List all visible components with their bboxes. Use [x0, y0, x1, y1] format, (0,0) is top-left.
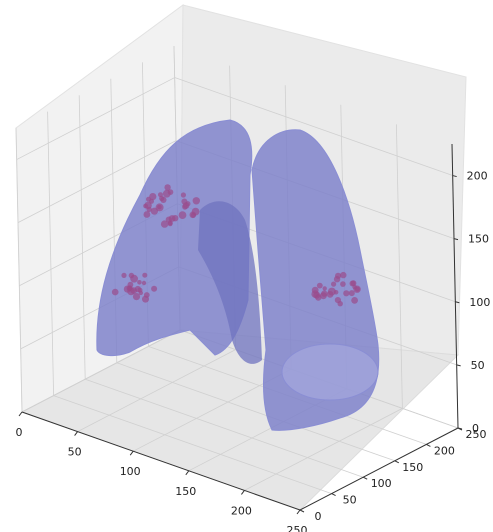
nodule-point: [340, 281, 346, 287]
z-tick-label: 150: [468, 233, 489, 246]
grid-floor-y: [116, 362, 395, 462]
nodule-point: [343, 290, 350, 297]
y-tick-mark: [394, 460, 400, 464]
z-tick-label: 100: [469, 296, 490, 309]
nodule-point: [182, 202, 190, 209]
nodule-point: [319, 292, 327, 300]
nodule-point: [316, 282, 323, 289]
y-tick-mark: [331, 493, 336, 497]
nodule-point: [167, 221, 173, 227]
nodule-point: [137, 287, 143, 293]
nodule-point: [334, 297, 341, 304]
y-tick-label: 100: [371, 477, 392, 490]
diaphragm-surface: [281, 343, 379, 401]
y-tick-label: 200: [434, 444, 455, 457]
nodule-point: [350, 280, 357, 287]
nodule-point: [159, 195, 165, 201]
nodule-point: [143, 292, 150, 298]
x-tick-label: 0: [16, 426, 23, 439]
grid-left-horizontal: [17, 140, 177, 224]
nodule-point: [180, 192, 186, 198]
axes: [21, 143, 459, 511]
nodule-point: [333, 290, 339, 295]
nodule-point: [137, 280, 142, 285]
grid-right-horizontal: [174, 77, 453, 176]
nodule-point: [142, 272, 148, 278]
z-axis-line: [451, 143, 459, 429]
nodule-point: [143, 211, 151, 218]
nodule-point: [162, 189, 171, 198]
nodule-points: [111, 184, 361, 307]
x-tick-label: 150: [175, 485, 196, 498]
nodule-point: [178, 211, 187, 220]
nodule-point: [326, 291, 334, 298]
x-tick-label: 100: [120, 465, 141, 478]
nodule-point: [340, 271, 347, 279]
x-tick-mark: [296, 509, 301, 515]
nodule-point: [348, 290, 355, 297]
x-tick-label: 250: [287, 524, 308, 532]
grid-floor-x: [244, 408, 403, 491]
nodule-point: [160, 220, 169, 228]
nodule-point: [351, 297, 358, 304]
x-tick-label: 50: [68, 446, 82, 459]
nodule-point: [121, 272, 127, 278]
z-tick-mark: [456, 364, 461, 367]
z-tick-mark: [452, 175, 457, 178]
nodule-point: [128, 272, 135, 279]
nodule-point: [111, 288, 119, 296]
grid-left-vertical: [15, 127, 23, 413]
grid-left-horizontal: [16, 77, 175, 160]
y-tick-mark: [299, 509, 305, 513]
nodule-point: [168, 215, 176, 222]
y-tick-mark: [362, 476, 368, 480]
nodule-point: [315, 294, 322, 301]
nodule-point: [322, 286, 327, 291]
z-tick-label: 0: [472, 422, 479, 435]
nodule-point: [130, 287, 137, 294]
y-tick-label: 250: [466, 428, 487, 441]
z-tick-label: 50: [471, 359, 485, 372]
z-tick-label: 200: [467, 170, 488, 183]
nodule-point: [164, 184, 171, 191]
x-tick-label: 200: [231, 504, 252, 517]
nodule-point: [331, 281, 337, 287]
nodule-point: [155, 203, 164, 212]
tick-labels: 0501001502002500501001502002500501001502…: [16, 170, 491, 532]
x-tick-mark: [240, 490, 245, 495]
grid-left-vertical: [78, 95, 86, 380]
x-tick-mark: [129, 450, 134, 456]
y-tick-label: 50: [343, 494, 357, 507]
nodule-point: [149, 193, 157, 201]
nodule-point: [190, 212, 196, 218]
grid-floor-x: [77, 349, 236, 432]
mediastinum-surface: [198, 201, 262, 364]
y-tick-mark: [426, 443, 431, 447]
nodule-point: [127, 281, 134, 288]
nodule-point: [192, 197, 200, 205]
nodule-point: [132, 293, 141, 301]
y-axis-line: [299, 427, 459, 511]
z-tick-mark: [455, 301, 460, 304]
x-axis-line: [21, 411, 301, 511]
grid-left-vertical: [47, 111, 54, 396]
z-tick-mark: [457, 427, 463, 430]
grid-left-horizontal: [21, 329, 181, 413]
x-tick-mark: [74, 431, 78, 436]
nodule-point: [151, 285, 158, 292]
nodule-point: [141, 280, 147, 286]
grid-floor-y: [85, 378, 364, 478]
y-tick-label: 150: [402, 461, 423, 474]
x-tick-mark: [18, 411, 23, 417]
y-tick-label: 0: [315, 510, 322, 523]
x-tick-mark: [185, 470, 190, 476]
grid-right-vertical: [396, 124, 403, 409]
nodule-point: [146, 206, 152, 213]
nodule-point: [333, 276, 341, 283]
z-tick-mark: [453, 238, 459, 241]
grid-floor-y: [53, 395, 332, 494]
